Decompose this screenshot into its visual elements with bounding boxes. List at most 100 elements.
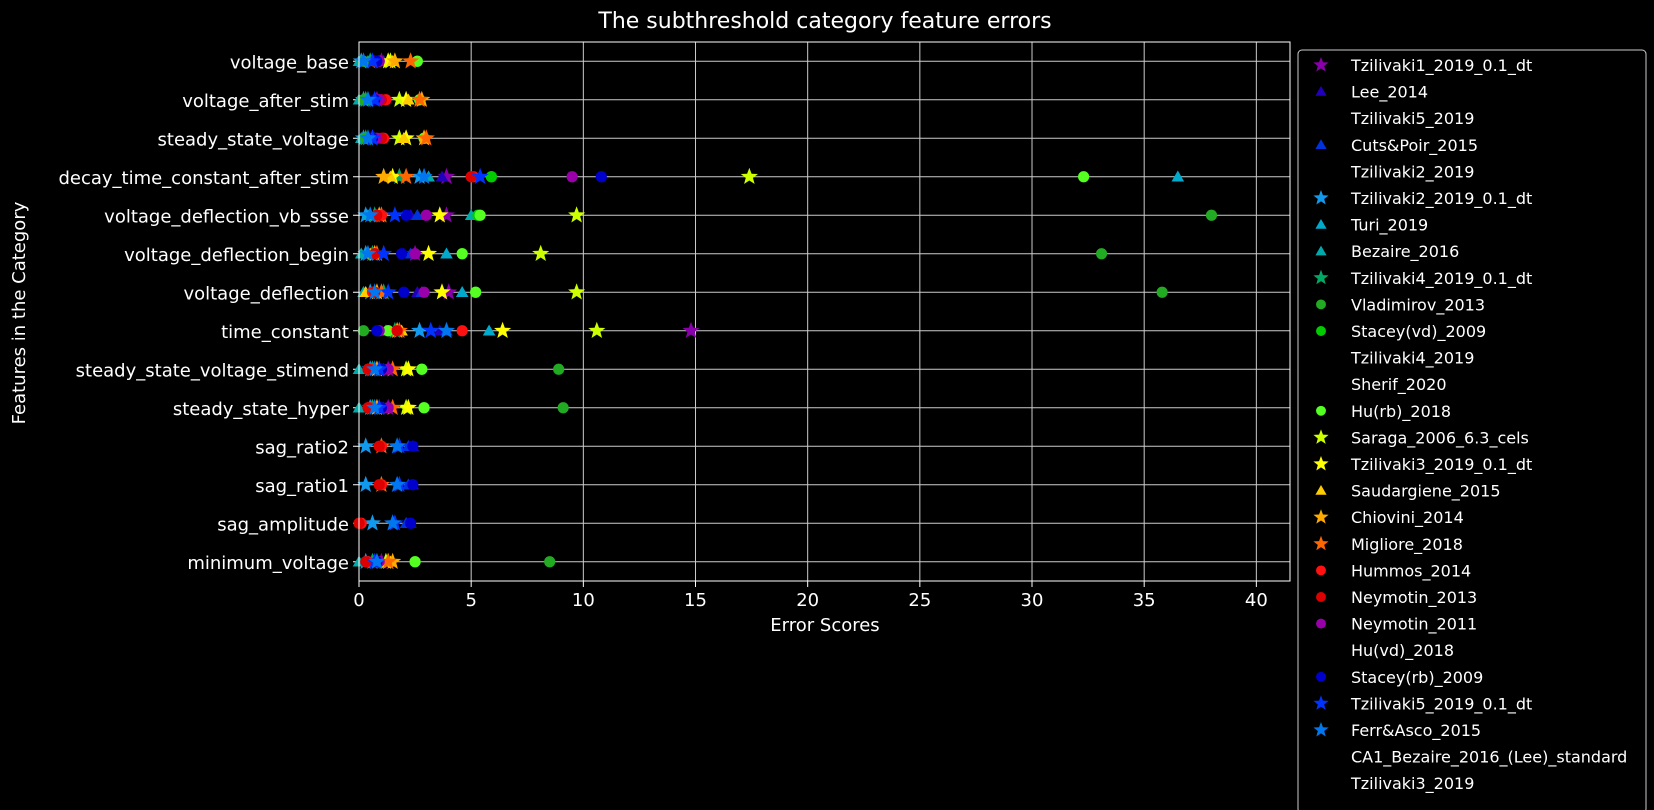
y-tick-label: minimum_voltage bbox=[187, 553, 349, 574]
data-point bbox=[1171, 170, 1185, 182]
data-point bbox=[360, 556, 372, 568]
data-point bbox=[371, 325, 383, 337]
axis-ticks: 0 5 10 15 20 25 30 35 40 voltage_base voltage_afte… bbox=[58, 52, 1267, 611]
data-point bbox=[682, 321, 700, 339]
data-point bbox=[398, 286, 410, 298]
data-point bbox=[357, 325, 370, 337]
legend-entry-label: Stacey(vd)_2009 bbox=[1351, 322, 1486, 342]
legend-entry-label: Hummos_2014 bbox=[1351, 561, 1471, 581]
legend-entry-label: Ferr&Asco_2015 bbox=[1351, 721, 1481, 741]
legend-marker bbox=[1316, 405, 1326, 416]
data-point bbox=[397, 131, 411, 143]
chart-title: The subthreshold category feature errors bbox=[597, 9, 1051, 34]
legend-entry-label: Tzilivaki3_2019 bbox=[1350, 774, 1474, 794]
data-point bbox=[553, 363, 565, 375]
x-tick-label: 5 bbox=[465, 590, 476, 611]
legend-marker bbox=[1316, 299, 1326, 310]
data-point bbox=[372, 283, 390, 300]
data-point bbox=[431, 206, 449, 223]
data-point bbox=[433, 283, 451, 300]
data-point bbox=[379, 552, 397, 570]
data-point bbox=[568, 206, 586, 223]
y-tick-label: steady_state_hyper bbox=[173, 399, 350, 420]
legend-entry-label: Tzilivaki3_2019_0.1_dt bbox=[1350, 455, 1532, 475]
data-point bbox=[532, 244, 550, 262]
legend-marker bbox=[1315, 245, 1327, 256]
data-point bbox=[359, 90, 377, 108]
legend-marker bbox=[1316, 618, 1326, 629]
data-point bbox=[357, 437, 375, 454]
legend-entry-label: Stacey(rb)_2009 bbox=[1351, 668, 1483, 688]
data-point bbox=[456, 325, 468, 337]
legend-entry-label: Tzilivaki5_2019_0.1_dt bbox=[1350, 694, 1532, 714]
legend-entry-label: Tzilivaki1_2019_0.1_dt bbox=[1350, 56, 1532, 76]
data-point bbox=[437, 206, 456, 223]
x-tick-label: 20 bbox=[796, 590, 819, 611]
x-tick-label: 40 bbox=[1245, 590, 1268, 611]
data-point bbox=[390, 129, 408, 146]
data-point bbox=[418, 402, 430, 414]
data-point bbox=[440, 247, 453, 259]
data-point bbox=[456, 248, 468, 260]
y-tick-label: voltage_deflection_begin bbox=[124, 245, 349, 266]
legend-marker bbox=[1313, 695, 1329, 710]
data-point bbox=[373, 440, 385, 452]
data-point bbox=[422, 321, 440, 339]
data-point bbox=[359, 244, 377, 262]
data-point bbox=[485, 171, 497, 183]
data-point bbox=[420, 209, 432, 221]
y-tick-label: sag_ratio1 bbox=[255, 476, 349, 497]
data-point bbox=[440, 283, 458, 300]
x-tick-label: 10 bbox=[572, 590, 595, 611]
legend-marker bbox=[1315, 86, 1327, 96]
legend-entry-label: Sherif_2020 bbox=[1351, 375, 1447, 395]
data-points bbox=[352, 52, 1218, 570]
data-point bbox=[409, 248, 421, 260]
y-tick-label: sag_ratio2 bbox=[255, 437, 349, 458]
data-point bbox=[390, 90, 408, 108]
data-point bbox=[357, 475, 375, 493]
legend-entry-label: Saudargiene_2015 bbox=[1351, 482, 1501, 502]
legend-entry-label: Lee_2014 bbox=[1351, 83, 1428, 103]
data-point bbox=[366, 90, 384, 108]
data-point bbox=[399, 360, 417, 377]
data-point bbox=[407, 479, 419, 491]
legend-entry-label: Turi_2019 bbox=[1350, 216, 1428, 236]
legend-marker bbox=[1313, 190, 1329, 205]
data-point bbox=[411, 208, 424, 220]
y-tick-label: decay_time_constant_after_stim bbox=[58, 168, 349, 189]
data-point bbox=[354, 52, 373, 69]
data-point bbox=[416, 363, 428, 375]
x-tick-label: 0 bbox=[353, 590, 364, 611]
legend-marker bbox=[1313, 269, 1329, 285]
data-point bbox=[361, 206, 379, 223]
data-point bbox=[437, 321, 456, 339]
legend-entry-label: Bezaire_2016 bbox=[1351, 242, 1459, 262]
data-point bbox=[368, 552, 386, 570]
data-point bbox=[396, 248, 408, 260]
data-point bbox=[384, 514, 402, 531]
data-point bbox=[388, 437, 406, 454]
data-point bbox=[494, 321, 512, 339]
data-point bbox=[566, 171, 578, 183]
x-axis-label: Error Scores bbox=[770, 615, 879, 636]
legend-entry-label: Saraga_2006_6.3_cels bbox=[1351, 428, 1529, 448]
data-point bbox=[415, 167, 433, 185]
legend-marker bbox=[1313, 456, 1329, 471]
legend-marker bbox=[1316, 592, 1326, 602]
legend-entry-label: Migliore_2018 bbox=[1351, 535, 1463, 555]
y-tick-label: time_constant bbox=[221, 322, 349, 343]
legend-entry-label: Tzilivaki4_2019 bbox=[1350, 349, 1474, 369]
y-tick-label: voltage_base bbox=[230, 52, 349, 73]
data-point bbox=[375, 167, 393, 185]
legend-marker bbox=[1315, 219, 1327, 229]
data-point bbox=[388, 475, 406, 493]
legend-entry-label: Neymotin_2011 bbox=[1351, 615, 1477, 635]
legend-marker bbox=[1315, 139, 1327, 149]
data-point bbox=[1156, 286, 1168, 298]
data-point bbox=[407, 440, 419, 452]
data-point bbox=[386, 206, 404, 223]
legend-marker bbox=[1313, 509, 1329, 524]
data-point bbox=[363, 514, 382, 531]
